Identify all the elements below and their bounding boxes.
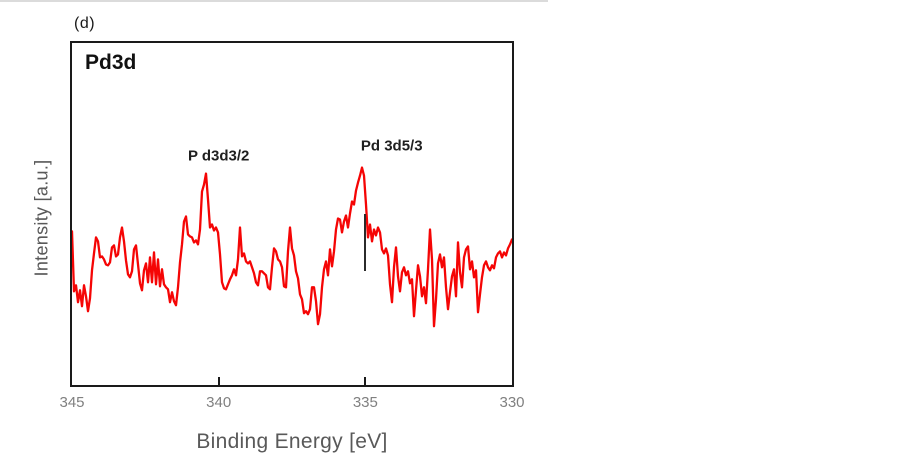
peak-marker-line [364,214,367,272]
x-tick-label-340: 340 [206,394,232,411]
x-tick-mark-340 [217,377,220,385]
x-axis-tick-labels: 345 340 335 330 [59,394,524,414]
x-tick-mark-335 [364,377,367,385]
plot-title: Pd3d [85,51,137,74]
page-edge-line [0,0,548,2]
peak-annotation-0: P d3d3/2 [187,147,250,165]
plot-area: Pd3d P d3d3/2 Pd 3d5/3 [70,41,514,387]
x-tick-label-345: 345 [59,394,85,411]
x-tick-label-335: 335 [352,394,378,411]
y-axis-title: Intensity [a.u.] [31,159,52,277]
spectrum-line-svg [72,166,512,328]
panel-label: (d) [74,15,96,32]
peak-annotation-1: Pd 3d5/3 [360,137,423,155]
x-axis-title: Binding Energy [eV] [196,430,388,453]
x-tick-label-330: 330 [499,394,525,411]
spectrum-polyline [72,166,512,328]
